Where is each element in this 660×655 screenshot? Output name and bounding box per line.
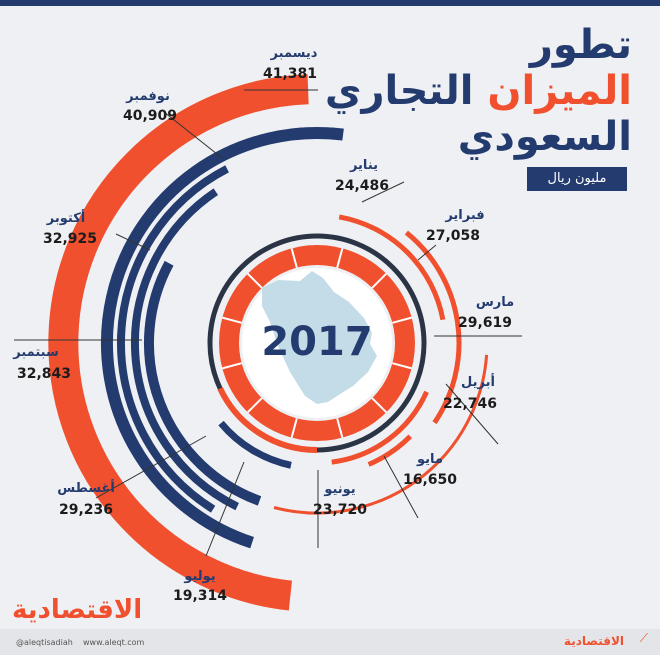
arc-month-9 bbox=[130, 188, 239, 511]
leader-line-month-11 bbox=[163, 111, 223, 159]
leader-line-month-2 bbox=[417, 244, 437, 261]
arc-month-7 bbox=[218, 420, 292, 469]
month-name-1: يناير bbox=[349, 158, 378, 173]
month-name-2: فبراير bbox=[444, 208, 484, 223]
arc-month-5 bbox=[367, 434, 413, 467]
month-name-7: يوليو bbox=[183, 569, 215, 584]
month-name-6: يونيو bbox=[323, 482, 355, 497]
year-label: 2017 bbox=[261, 319, 372, 365]
website-link[interactable]: www.aleqt.com bbox=[83, 638, 145, 647]
month-name-3: مارس bbox=[476, 295, 514, 310]
unit-badge: مليون ريال bbox=[527, 167, 627, 191]
month-arcs bbox=[48, 74, 489, 611]
center-tick bbox=[290, 248, 298, 268]
month-name-4: أبريل bbox=[461, 373, 495, 390]
leader-line-month-10 bbox=[115, 233, 151, 251]
center-tick bbox=[371, 397, 388, 414]
leader-line-month-8 bbox=[95, 435, 207, 499]
leader-line-month-1 bbox=[361, 181, 405, 203]
month-name-9: سبتمبر bbox=[12, 345, 59, 360]
arc-month-12 bbox=[48, 74, 309, 611]
top-rule bbox=[0, 0, 660, 6]
center-tick bbox=[290, 418, 298, 438]
month-name-5: مايو bbox=[416, 452, 443, 467]
month-value-10: 32,925 bbox=[43, 231, 97, 247]
center-tick bbox=[222, 316, 242, 324]
month-value-5: 16,650 bbox=[403, 472, 457, 488]
month-name-12: ديسمبر bbox=[270, 46, 318, 61]
month-value-2: 27,058 bbox=[426, 228, 480, 244]
center-tick bbox=[222, 362, 242, 370]
arc-month-4 bbox=[331, 390, 429, 465]
month-name-10: أكتوبر bbox=[46, 209, 85, 226]
title-block: تطور الميزان التجاري السعودي bbox=[325, 22, 632, 160]
title-line-3: السعودي bbox=[457, 114, 632, 160]
month-value-11: 40,909 bbox=[123, 108, 177, 124]
brand-logo: الاقتصادية bbox=[12, 595, 143, 625]
arc-month-8 bbox=[143, 260, 262, 506]
arc-month-6 bbox=[217, 387, 318, 453]
center-orange-ring bbox=[219, 245, 415, 441]
month-name-8: أغسطس bbox=[57, 479, 115, 496]
month-value-12: 41,381 bbox=[263, 66, 317, 82]
title-line-1: تطور bbox=[529, 22, 632, 68]
center-tick bbox=[246, 397, 263, 414]
leader-lines bbox=[14, 89, 522, 557]
title-word-mizan: الميزان bbox=[487, 68, 632, 114]
center-tick bbox=[246, 272, 263, 289]
twitter-handle[interactable]: @aleqtisadiah bbox=[16, 638, 73, 647]
leader-line-month-4 bbox=[445, 383, 499, 445]
center-tick bbox=[371, 272, 388, 289]
month-labels: يناير 24,486 فبراير 27,058 مارس 29,619 أبريل 22… bbox=[12, 46, 514, 604]
center-ring-ticks bbox=[222, 248, 412, 438]
leader-line-month-5 bbox=[383, 455, 419, 519]
arc-month-3 bbox=[273, 354, 489, 515]
leader-line-month-7 bbox=[205, 461, 245, 557]
social-links: @aleqtisadiah www.aleqt.com bbox=[16, 638, 144, 647]
chart-trend-icon: ⟋ bbox=[639, 631, 648, 645]
center-tick bbox=[336, 248, 344, 268]
center-tick bbox=[336, 418, 344, 438]
arc-month-10 bbox=[116, 165, 229, 513]
month-value-9: 32,843 bbox=[17, 366, 71, 382]
month-value-1: 24,486 bbox=[335, 178, 389, 194]
arc-month-1 bbox=[338, 214, 446, 321]
title-word-tijari: التجاري bbox=[324, 68, 474, 114]
month-value-8: 29,236 bbox=[59, 502, 113, 518]
center-tick bbox=[392, 316, 412, 324]
month-value-3: 29,619 bbox=[458, 315, 512, 331]
saudi-map-icon bbox=[262, 271, 377, 404]
arc-month-11 bbox=[100, 126, 344, 549]
center-tick bbox=[392, 362, 412, 370]
month-value-6: 23,720 bbox=[313, 502, 367, 518]
month-value-7: 19,314 bbox=[173, 588, 227, 604]
month-value-4: 22,746 bbox=[443, 396, 497, 412]
title-line-2: الميزان التجاري bbox=[325, 68, 632, 114]
month-name-11: نوفمبر bbox=[125, 89, 170, 104]
footer-brand: الاقتصادية bbox=[563, 634, 624, 648]
footer-bar: @aleqtisadiah www.aleqt.com الاقتصادية ⟋ bbox=[0, 629, 660, 655]
